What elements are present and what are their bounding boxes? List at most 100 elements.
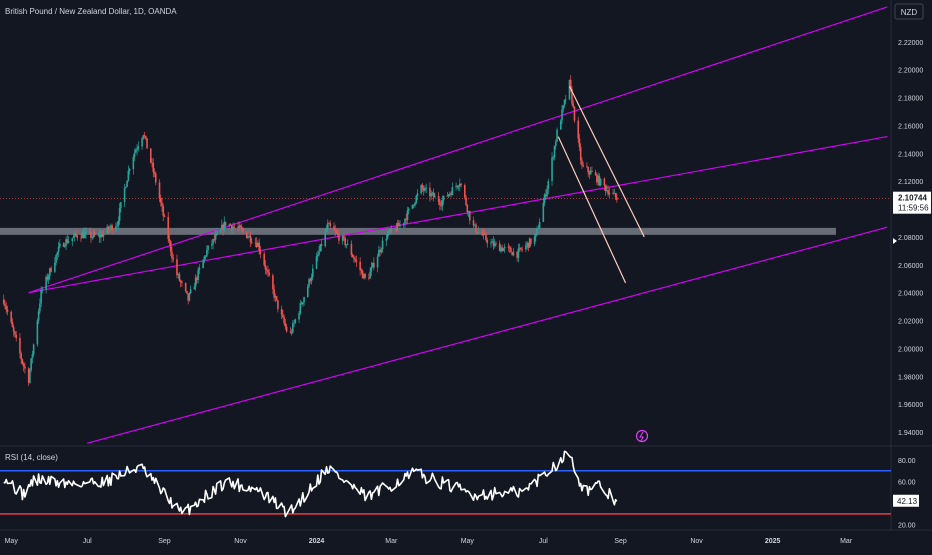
candle [607, 185, 609, 197]
candle [378, 245, 380, 257]
time-axis-label: May [461, 538, 475, 545]
candle [344, 236, 346, 248]
wedge-lower-line[interactable] [557, 136, 627, 284]
candle [277, 299, 279, 313]
candle [161, 197, 163, 212]
rsi-line[interactable] [3, 450, 618, 518]
candle [521, 246, 523, 253]
candle [359, 257, 361, 276]
candle [47, 273, 50, 284]
candle [336, 229, 339, 237]
candle [198, 264, 201, 274]
candle [85, 227, 87, 239]
currency-badge[interactable]: NZD [894, 3, 924, 20]
candle [307, 283, 309, 298]
candle [492, 236, 495, 250]
wedge-upper-line[interactable] [568, 86, 645, 238]
candle [21, 358, 24, 366]
candle [586, 162, 588, 169]
candle [572, 99, 575, 109]
scroll-marker-icon[interactable] [893, 238, 897, 244]
candle [518, 243, 521, 252]
candle [37, 308, 40, 324]
candle [324, 228, 327, 248]
countdown-value: 11:59:56 [898, 204, 929, 213]
candle [101, 230, 103, 238]
candle [517, 243, 520, 263]
candle [73, 232, 76, 242]
channel-middle-line[interactable] [28, 135, 888, 294]
candle [597, 172, 599, 186]
candle [186, 290, 188, 295]
time-axis-label: Mar [385, 538, 398, 545]
rsi-axis-ticks[interactable]: 80.00 60.00 20.00 [898, 458, 916, 530]
price-tick-label: 2.02000 [898, 319, 923, 326]
candle [386, 229, 389, 240]
candle [237, 221, 239, 233]
candle [66, 234, 69, 245]
candle [224, 221, 227, 229]
candle [159, 194, 162, 207]
candle [415, 194, 418, 205]
candle [561, 105, 563, 125]
candle [507, 243, 510, 252]
candle [353, 254, 355, 263]
candle [376, 253, 379, 273]
candle [71, 238, 74, 247]
candle [485, 231, 487, 242]
rsi-tick-label: 80.00 [898, 458, 916, 465]
candle [6, 305, 9, 316]
time-axis-label: 2024 [309, 538, 325, 545]
candle [91, 235, 94, 241]
candle [11, 318, 14, 328]
candle [298, 311, 300, 324]
candle [177, 272, 179, 279]
candle [476, 232, 479, 234]
support-zone[interactable] [0, 227, 836, 235]
candle [137, 141, 140, 152]
candle [434, 192, 436, 198]
candle [527, 242, 530, 252]
candle [72, 231, 75, 239]
time-axis[interactable]: May Jul Sep Nov 2024 Mar May Jul Sep Nov 2025 Mar [5, 538, 853, 545]
candle [516, 251, 518, 262]
candle [465, 195, 467, 207]
candle [563, 99, 566, 108]
candle [83, 228, 86, 239]
candle [613, 189, 616, 194]
candle [578, 133, 581, 152]
candle [59, 239, 61, 249]
candle [425, 183, 427, 194]
candle [441, 195, 444, 212]
candle [343, 233, 345, 242]
lightning-icon[interactable] [635, 429, 649, 443]
candle [222, 223, 224, 236]
candle [45, 274, 47, 294]
candle [411, 204, 414, 210]
candle [354, 256, 356, 263]
candle [126, 180, 128, 188]
candle [275, 295, 278, 302]
candle [530, 238, 532, 247]
candle [259, 245, 262, 259]
candle [588, 170, 591, 180]
candle [2, 294, 5, 306]
candle [289, 327, 292, 334]
candle [56, 251, 59, 261]
candle [216, 227, 218, 236]
channel-lower-line[interactable] [87, 226, 888, 444]
candle [542, 197, 545, 223]
candle [481, 228, 484, 237]
candle [483, 229, 486, 236]
candle [141, 137, 143, 150]
candle [179, 279, 182, 288]
candle [247, 235, 249, 240]
candle [466, 203, 469, 216]
candle [381, 236, 384, 253]
candle [116, 221, 118, 229]
candle [24, 362, 26, 374]
candle [136, 144, 138, 156]
candle [552, 155, 555, 161]
candle [363, 273, 365, 280]
channel-upper-line[interactable] [28, 6, 888, 294]
